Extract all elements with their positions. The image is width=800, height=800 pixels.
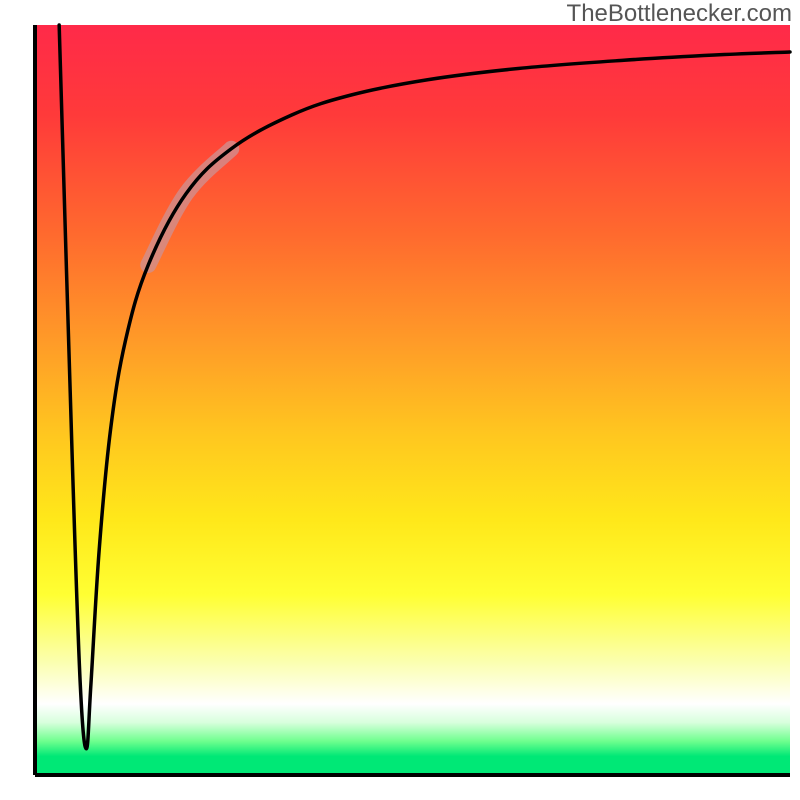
plot-background bbox=[35, 25, 790, 775]
chart-svg bbox=[0, 0, 800, 800]
chart-container: TheBottlenecker.com bbox=[0, 0, 800, 800]
attribution-text: TheBottlenecker.com bbox=[567, 0, 792, 28]
